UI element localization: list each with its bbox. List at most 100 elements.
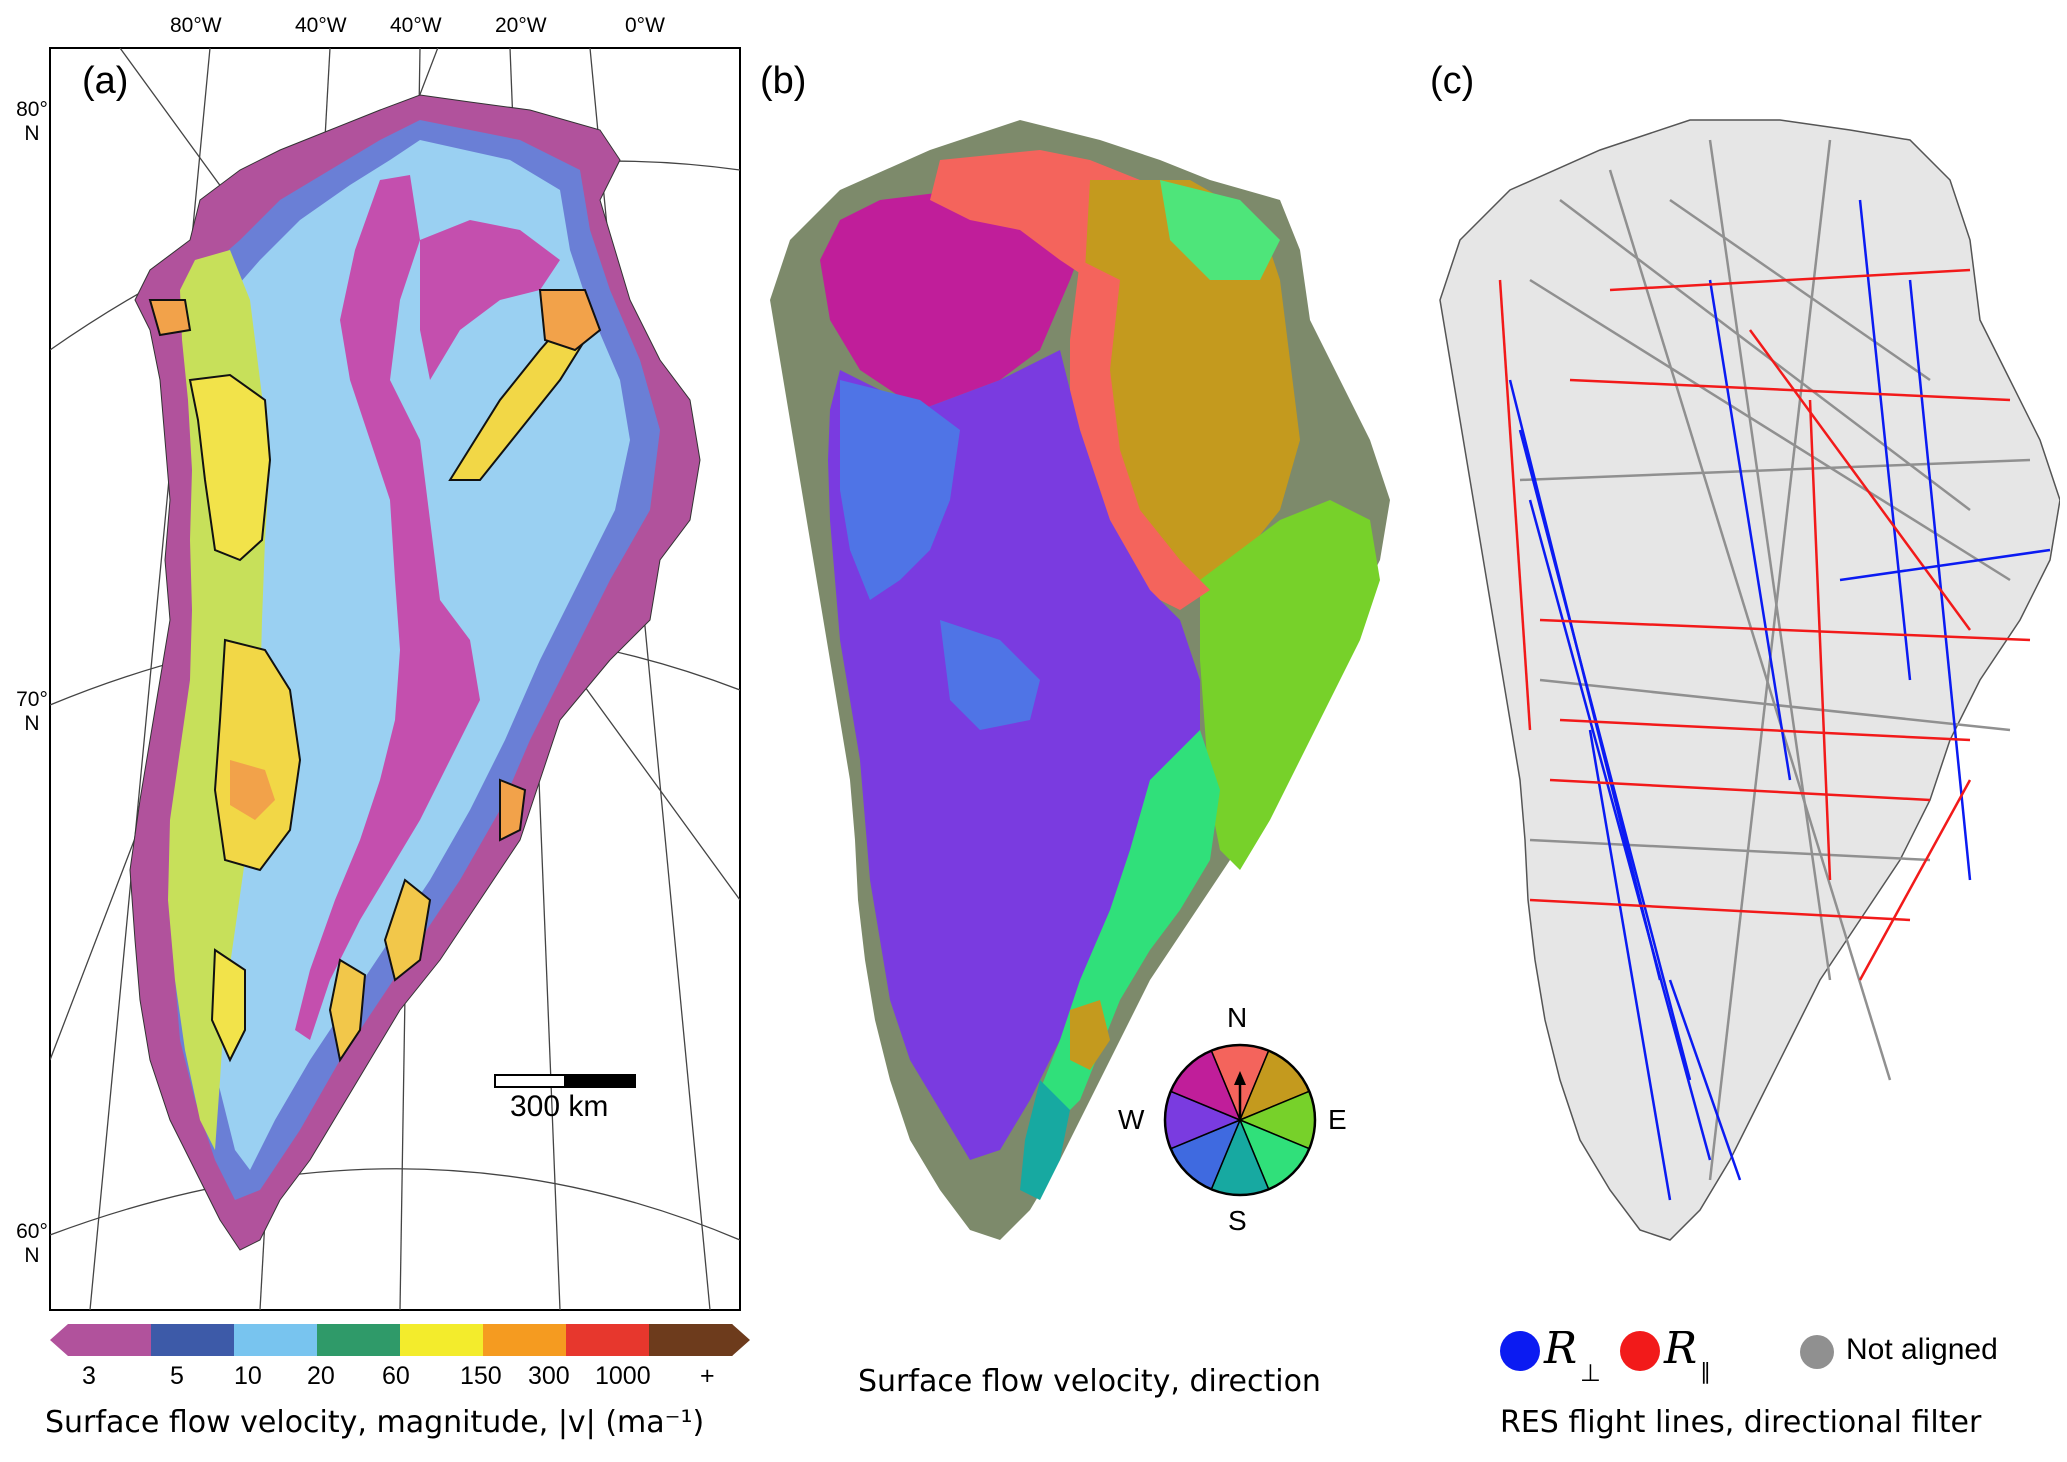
colorbar-tick: 150	[460, 1362, 502, 1390]
lat-60-deg: 60°	[16, 1220, 48, 1243]
west-blue	[840, 380, 960, 600]
colorbar-tick: 5	[170, 1362, 184, 1390]
legend-parallel-dot	[1620, 1331, 1660, 1371]
west-orange-zone	[230, 760, 275, 820]
flight-line	[1908, 279, 1972, 881]
colorbar-tick: 20	[307, 1362, 335, 1390]
south-gold	[1070, 1000, 1110, 1070]
colorbar-segment	[400, 1324, 484, 1356]
colorbar-tick: 3	[82, 1362, 96, 1390]
colorbar-tick: 300	[528, 1362, 570, 1390]
colorbar-tick: 60	[382, 1362, 410, 1390]
lon-label-40w-b: 40°W	[390, 14, 442, 37]
scale-bar-label: 300 km	[510, 1090, 609, 1123]
lat-70-hem: N	[24, 712, 40, 735]
greenland-direction-map	[770, 120, 1390, 1240]
compass-n: N	[1227, 1002, 1248, 1033]
flight-line	[1559, 718, 1971, 742]
flight-line	[1608, 169, 1892, 1081]
panel-a-caption: Surface flow velocity, magnitude, |v| (m…	[45, 1405, 705, 1440]
ice-sheet-outline	[1439, 119, 2060, 1241]
southeast-teal	[1020, 1080, 1070, 1200]
legend-perpendicular-symbol: R	[1544, 1323, 1578, 1374]
lon-label-80w: 80°W	[170, 14, 222, 37]
flight-line	[1669, 198, 1931, 382]
greenland-velocity-map	[129, 94, 701, 1251]
panel-b-caption: Surface flow velocity, direction	[858, 1364, 1321, 1399]
colorbar-tick: +	[700, 1362, 715, 1390]
panel-a-label: (a)	[82, 60, 129, 102]
flight-line	[1808, 399, 1832, 881]
flight-line	[1528, 499, 1712, 1161]
legend-perpendicular-dot	[1500, 1331, 1540, 1371]
flight-line	[1529, 278, 2011, 582]
legend-perpendicular-sub: ⊥	[1580, 1360, 1601, 1387]
colorbar-segment	[68, 1324, 152, 1356]
panel-c-map	[1439, 119, 2060, 1241]
lat-80-deg: 80°	[16, 98, 48, 121]
west-yellow-zone	[188, 373, 272, 562]
legend-not-aligned-dot	[1800, 1335, 1834, 1369]
flight-line	[1549, 778, 1931, 802]
flight-line	[1498, 279, 1532, 731]
colorbar-segment	[151, 1324, 235, 1356]
northwest-fast-zone	[148, 299, 192, 337]
flight-line	[1588, 729, 1672, 1201]
east-fast-zone	[499, 778, 527, 842]
east-green	[1200, 500, 1380, 870]
panel-a-map	[49, 47, 741, 1311]
lat-label-60n: 60° N	[14, 1220, 50, 1268]
northeast-fast-zone	[538, 289, 602, 352]
velocity-colorbar	[50, 1324, 750, 1356]
flight-line	[1748, 329, 1972, 631]
flight-line	[1529, 838, 1931, 862]
flight-line	[1668, 979, 1742, 1181]
lon-label-0w: 0°W	[625, 14, 665, 37]
compass-w: W	[1118, 1104, 1145, 1135]
lat-60-hem: N	[24, 1244, 40, 1267]
lat-label-80n: 80° N	[14, 98, 50, 146]
flight-line	[1559, 199, 1971, 511]
colorbar-segments	[68, 1324, 733, 1356]
flight-lines	[1498, 139, 2051, 1201]
flight-line	[1708, 279, 1792, 781]
colorbar-upper-arrow	[732, 1324, 750, 1356]
flight-line	[1518, 429, 1692, 1081]
southwest-blue	[940, 620, 1040, 730]
legend-parallel-symbol: R	[1664, 1323, 1698, 1374]
flight-line-legend: R ⊥ R ∥ Not aligned	[1500, 1323, 2060, 1387]
legend-parallel-sub: ∥	[1700, 1359, 1711, 1384]
colorbar-tick: 10	[234, 1362, 262, 1390]
panel-b-label: (b)	[760, 60, 807, 102]
southeast-fast-zone	[383, 878, 432, 982]
northeast-green	[1160, 180, 1280, 280]
colorbar-tick: 1000	[595, 1362, 651, 1390]
southeast-fast-zone-2	[328, 958, 367, 1063]
lat-80-hem: N	[24, 122, 40, 145]
colorbar-ticks: 3 5 10 20 60 150 300 1000 +	[52, 1362, 752, 1392]
scale-bar	[494, 1074, 636, 1088]
west-yellow-zone-2	[213, 638, 302, 872]
flight-line	[1519, 458, 2031, 482]
colorbar-segment	[483, 1324, 567, 1356]
flight-line	[1858, 779, 1972, 981]
colorbar-segment	[234, 1324, 318, 1356]
compass-outline	[1163, 1043, 1317, 1197]
colorbar-segment	[317, 1324, 401, 1356]
flight-line	[1858, 199, 1912, 681]
compass-e: E	[1328, 1104, 1347, 1135]
flight-line	[1529, 898, 1911, 922]
flight-line	[1839, 548, 2051, 582]
colorbar-segment	[649, 1324, 733, 1356]
flight-line	[1609, 268, 1971, 292]
lon-label-20w: 20°W	[495, 14, 547, 37]
direction-compass	[1163, 1043, 1317, 1197]
panel-c-caption: RES flight lines, directional filter	[1500, 1405, 1982, 1440]
flight-line	[1708, 139, 1832, 981]
lat-label-70n: 70° N	[14, 688, 50, 736]
lat-70-deg: 70°	[16, 688, 48, 711]
southwest-yellow-zone	[210, 948, 246, 1063]
lon-label-40w: 40°W	[295, 14, 347, 37]
panel-b-map	[770, 120, 1390, 1240]
colorbar-lower-arrow	[50, 1324, 68, 1356]
